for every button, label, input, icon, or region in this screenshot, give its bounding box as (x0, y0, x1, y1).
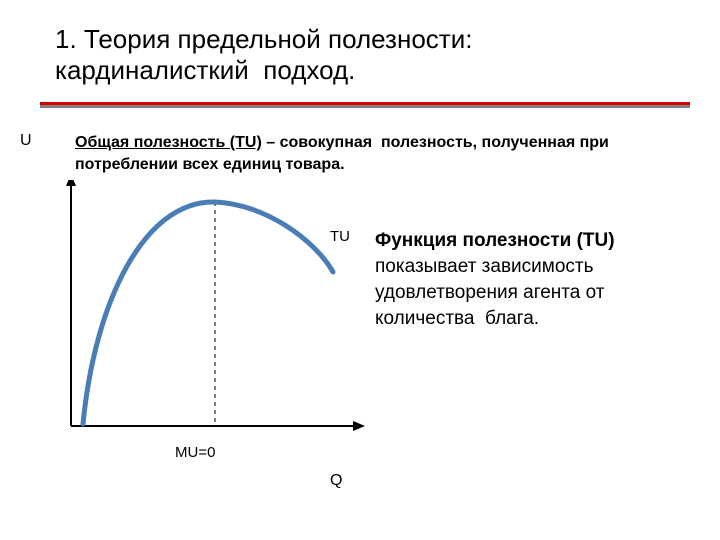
slide-title: 1. Теория предельной полезности: кардина… (55, 24, 655, 86)
definition-text: Общая полезность (TU) – совокупная полез… (75, 132, 635, 176)
x-axis-arrow (353, 421, 365, 431)
definition-term: Общая полезность (TU) (75, 134, 262, 151)
utility-chart (55, 180, 375, 440)
tu-curve (83, 202, 333, 424)
q-axis-label: Q (330, 472, 342, 490)
title-underline (40, 102, 690, 114)
mu-zero-label: MU=0 (175, 444, 215, 461)
y-axis-arrow (66, 180, 76, 186)
y-axis-label: U (20, 132, 32, 150)
function-head: Функция полезности (TU) (375, 230, 615, 251)
function-description: Функция полезности (TU) показывает завис… (375, 228, 685, 332)
function-body: показывает зависимость удовлетворения аг… (375, 256, 604, 329)
tu-curve-label: TU (330, 228, 350, 245)
